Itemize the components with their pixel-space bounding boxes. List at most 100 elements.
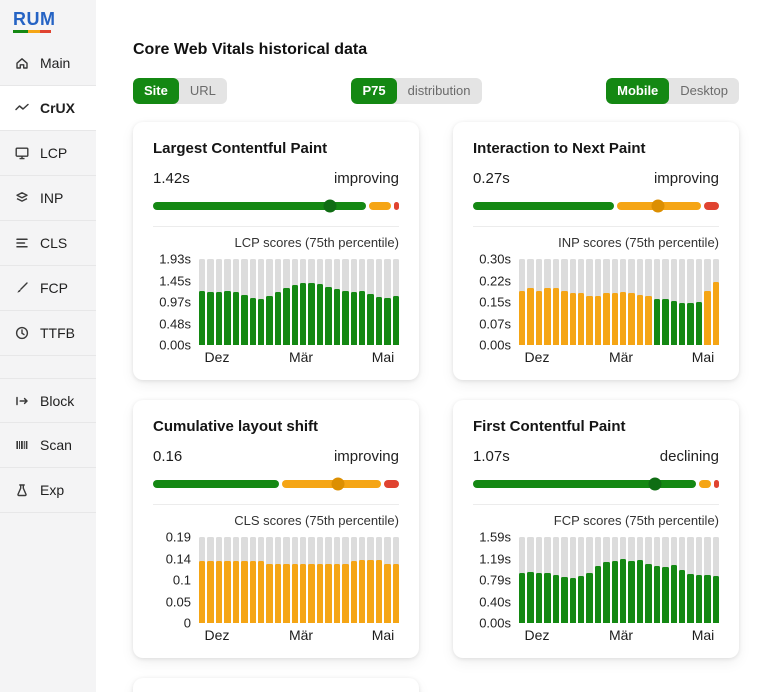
- bar-slot: [704, 259, 711, 345]
- bar-value: [308, 282, 315, 345]
- bar-value: [359, 559, 366, 623]
- bar-slot: [207, 259, 214, 345]
- bar-slot: [316, 537, 324, 623]
- bar-slot: [224, 537, 231, 623]
- x-tick-label: Mär: [608, 349, 634, 365]
- bar-slot: [544, 259, 551, 345]
- y-tick-label: 0.19: [165, 529, 191, 545]
- toggle-scope-url[interactable]: URL: [179, 78, 227, 104]
- toggle-percentile-distribution[interactable]: distribution: [397, 78, 482, 104]
- bar-value: [603, 561, 610, 623]
- sidebar-item-fcp[interactable]: FCP: [0, 266, 96, 311]
- arrow-bar-icon: [13, 392, 30, 409]
- bar-slot: [662, 537, 669, 623]
- x-tick-label: Mär: [608, 627, 634, 643]
- bar-slot: [603, 259, 610, 345]
- toggle-percentile-p75[interactable]: P75: [351, 78, 397, 104]
- sidebar-item-inp[interactable]: INP: [0, 176, 96, 221]
- y-axis-labels: 0.19 0.14 0.1 0.05 0: [153, 530, 199, 631]
- sidebar-item-label: CrUX: [40, 100, 76, 116]
- bar-slot: [569, 537, 576, 623]
- app-logo-text: RUM: [13, 9, 56, 29]
- card-value-row: 0.27s improving: [473, 170, 719, 187]
- bar-value: [628, 561, 635, 623]
- bar-value: [224, 291, 231, 345]
- logo-underline-segment: [13, 30, 28, 33]
- bar-value: [199, 290, 206, 345]
- bar-value: [611, 293, 619, 345]
- bar-value: [662, 567, 669, 623]
- sidebar-item-block[interactable]: Block: [0, 378, 96, 423]
- app-logo-underline: [13, 30, 52, 33]
- card-inp: Interaction to Next Paint 0.27s improving I…: [453, 122, 739, 380]
- layers-icon: [13, 190, 30, 207]
- bar-value: [645, 564, 652, 623]
- bar-value: [333, 288, 341, 345]
- x-tick-label: Mai: [371, 627, 395, 643]
- bar-slot: [628, 537, 635, 623]
- app-logo[interactable]: RUM: [0, 0, 96, 41]
- card-divider: [153, 226, 399, 227]
- y-axis-labels: 1.93s 1.45s 0.97s 0.48s 0.00s: [153, 252, 199, 353]
- bar-slot: [679, 259, 686, 345]
- bar-value: [586, 296, 593, 345]
- bar-slot: [653, 537, 661, 623]
- sidebar-item-label: LCP: [40, 145, 68, 161]
- chart-title: CLS scores (75th percentile): [234, 513, 399, 528]
- metric-value: 0.27s: [473, 170, 510, 187]
- bar-value: [695, 302, 703, 345]
- x-tick-label: Mär: [288, 349, 314, 365]
- sidebar-item-scan[interactable]: Scan: [0, 423, 96, 468]
- y-tick-label: 0.48s: [159, 316, 191, 331]
- bar-slot: [586, 537, 593, 623]
- metric-value: 1.42s: [153, 170, 190, 187]
- bar-value: [207, 291, 214, 345]
- x-axis-labels: Dez Mär Mai: [199, 627, 399, 647]
- bar-slot: [679, 537, 686, 623]
- bar-value: [636, 294, 644, 345]
- y-tick-label: 0.05: [165, 594, 191, 609]
- sidebar: RUM Main CrUX LCP INP CLS FCP TTFB Block Scan Exp: [0, 0, 96, 692]
- x-axis-labels: Dez Mär Mai: [199, 349, 399, 369]
- bar-value: [586, 572, 593, 623]
- toggle-scope-site[interactable]: Site: [133, 78, 179, 104]
- bar-slot: [544, 537, 551, 623]
- bar-value: [687, 574, 694, 623]
- bar-slot: [392, 537, 400, 623]
- bar-value: [384, 297, 391, 345]
- bar-value: [257, 298, 265, 345]
- x-tick-label: Mai: [691, 627, 715, 643]
- bar-slot: [232, 259, 240, 345]
- bar-slot: [215, 259, 223, 345]
- bar-slot: [375, 259, 383, 345]
- bar-value: [679, 303, 686, 345]
- toggle-device-mobile[interactable]: Mobile: [606, 78, 670, 104]
- bar-slot: [586, 259, 593, 345]
- bar-value: [653, 566, 661, 623]
- clock-icon: [13, 325, 30, 342]
- y-tick-label: 0.07s: [479, 316, 511, 331]
- sidebar-item-lcp[interactable]: LCP: [0, 131, 96, 176]
- bar-slot: [577, 537, 585, 623]
- bar-value: [325, 564, 332, 623]
- sidebar-nav: Main CrUX LCP INP CLS FCP TTFB Block Scan Exp: [0, 41, 96, 513]
- bar-value: [199, 560, 206, 623]
- sidebar-item-cls[interactable]: CLS: [0, 221, 96, 266]
- sidebar-item-ttfb[interactable]: TTFB: [0, 311, 96, 356]
- monitor-icon: [13, 145, 30, 162]
- bar-value: [241, 560, 248, 623]
- bar-slot: [241, 537, 248, 623]
- bar-value: [375, 297, 383, 345]
- bar-slot: [359, 537, 366, 623]
- sidebar-item-crux[interactable]: CrUX: [0, 86, 96, 131]
- sidebar-item-exp[interactable]: Exp: [0, 468, 96, 513]
- bar-slot: [384, 537, 391, 623]
- bar-slot: [350, 537, 358, 623]
- distribution-segments: [153, 202, 399, 210]
- bar-value: [519, 573, 526, 623]
- toggle-device-desktop[interactable]: Desktop: [669, 78, 739, 104]
- bar-value: [653, 299, 661, 345]
- metric-value: 0.16: [153, 448, 183, 465]
- sidebar-item-main[interactable]: Main: [0, 41, 96, 86]
- chart-plot-area: [199, 537, 400, 623]
